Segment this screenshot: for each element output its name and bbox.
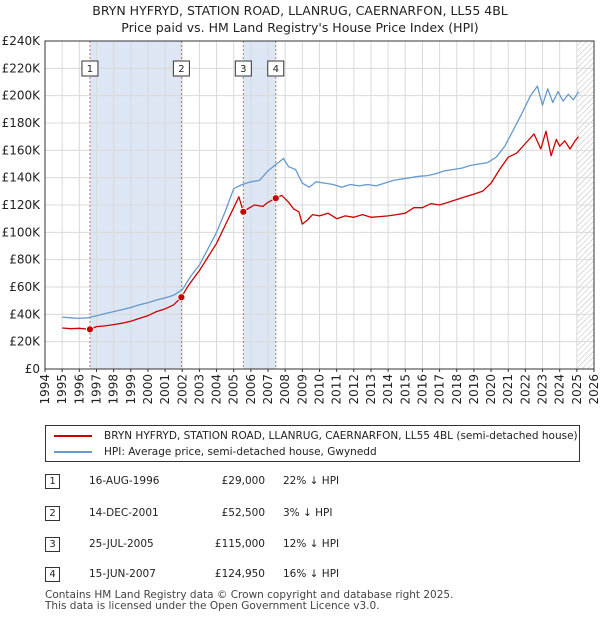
x-tick-label: 1994 <box>38 374 52 405</box>
x-tick-label: 2024 <box>553 374 567 405</box>
sale-hpi-diff: 22% ↓ HPI <box>283 475 340 487</box>
x-tick-label: 2006 <box>244 374 258 405</box>
x-tick-label: 2005 <box>227 374 241 405</box>
sale-price: £124,950 <box>214 568 265 580</box>
sale-marker-box <box>81 60 99 77</box>
x-tick-label: 2019 <box>467 374 481 405</box>
sale-price: £52,500 <box>221 507 265 519</box>
sale-marker-label: 2 <box>178 64 184 75</box>
x-tick-label: 1995 <box>55 374 69 405</box>
y-tick-label: £240K <box>2 34 42 48</box>
sale-marker-label: 4 <box>273 64 279 75</box>
x-tick-label: 2010 <box>313 374 327 405</box>
x-tick-label: 2023 <box>536 374 550 405</box>
sale-marker-box <box>172 60 190 77</box>
sale-hpi-diff: 12% ↓ HPI <box>283 538 340 550</box>
sale-marker-label: 1 <box>87 64 93 75</box>
y-tick-label: £100K <box>2 225 42 239</box>
x-tick-label: 1997 <box>89 374 103 405</box>
sale-date: 25-JUL-2005 <box>89 538 154 550</box>
sale-row: 4 15-JUN-2007 £124,950 16% ↓ HPI <box>45 567 585 587</box>
x-tick-label: 2021 <box>501 374 515 405</box>
x-tick-label: 2000 <box>141 374 155 405</box>
legend-hpi-swatch <box>54 451 92 453</box>
sale-point <box>86 325 94 334</box>
legend-property-swatch <box>54 435 92 437</box>
sale-point <box>239 207 248 216</box>
x-tick-label: 2026 <box>587 374 600 405</box>
x-tick-label: 2015 <box>398 374 412 405</box>
sale-price: £29,000 <box>221 475 265 487</box>
sale-hpi-diff: 16% ↓ HPI <box>283 568 340 580</box>
y-tick-label: £220K <box>2 61 42 75</box>
y-tick-label: £180K <box>2 116 42 130</box>
chart-title: BRYN HYFRYD, STATION ROAD, LLANRUG, CAER… <box>92 3 508 18</box>
sale-number-badge: 4 <box>45 567 60 582</box>
x-tick-label: 2022 <box>518 374 532 405</box>
y-tick-label: £120K <box>2 198 42 212</box>
sale-hpi-diff: 3% ↓ HPI <box>283 507 333 519</box>
legend-item-hpi: HPI: Average price, semi-detached house,… <box>54 446 377 460</box>
sale-number-badge: 1 <box>45 474 60 489</box>
x-tick-label: 2001 <box>158 374 172 405</box>
x-tick-label: 1998 <box>107 374 121 405</box>
x-tick-label: 1999 <box>124 374 138 405</box>
footer-license: This data is licensed under the Open Gov… <box>45 600 380 612</box>
sale-date: 16-AUG-1996 <box>89 475 160 487</box>
y-tick-label: £80K <box>9 253 41 267</box>
x-tick-label: 2009 <box>295 374 309 405</box>
sale-row: 2 14-DEC-2001 £52,500 3% ↓ HPI <box>45 506 585 526</box>
legend-property-label: BRYN HYFRYD, STATION ROAD, LLANRUG, CAER… <box>104 430 578 442</box>
y-tick-label: £40K <box>9 307 41 321</box>
x-tick-label: 2017 <box>433 374 447 405</box>
y-tick-label: £60K <box>9 280 41 294</box>
y-tick-label: £200K <box>2 89 42 103</box>
sale-date: 14-DEC-2001 <box>89 507 159 519</box>
x-tick-label: 2011 <box>330 374 344 405</box>
sale-price: £115,000 <box>214 538 265 550</box>
chart-subtitle: Price paid vs. HM Land Registry's House … <box>121 20 479 35</box>
x-tick-label: 2002 <box>175 374 189 405</box>
price-chart: 1 2 3 4 £0 £20K £40K £60K £80K £100K £120K £140K £1… <box>2 34 600 405</box>
hpi-line <box>62 85 580 320</box>
x-tick-label: 1996 <box>72 374 86 405</box>
y-tick-label: £140K <box>2 171 42 185</box>
property-price-line <box>62 130 580 331</box>
x-tick-label: 2020 <box>484 374 498 405</box>
sale-number-badge: 2 <box>45 506 60 521</box>
sale-marker-box <box>267 60 285 77</box>
sale-marker-box <box>234 60 252 77</box>
x-tick-label: 2004 <box>210 374 224 405</box>
x-tick-label: 2013 <box>364 374 378 405</box>
x-tick-label: 2008 <box>278 374 292 405</box>
sale-date: 15-JUN-2007 <box>89 568 156 580</box>
legend-item-property: BRYN HYFRYD, STATION ROAD, LLANRUG, CAER… <box>54 430 578 444</box>
x-tick-label: 2003 <box>192 374 206 405</box>
x-tick-label: 2007 <box>261 374 275 405</box>
sale-marker-label: 3 <box>240 64 246 75</box>
x-tick-label: 2012 <box>347 374 361 405</box>
x-tick-label: 2014 <box>381 374 395 405</box>
sale-row: 1 16-AUG-1996 £29,000 22% ↓ HPI <box>45 474 585 494</box>
sale-point <box>177 293 186 302</box>
sale-point <box>271 194 280 203</box>
footer-copyright: Contains HM Land Registry data © Crown c… <box>45 589 454 601</box>
sale-row: 3 25-JUL-2005 £115,000 12% ↓ HPI <box>45 537 585 557</box>
legend-hpi-label: HPI: Average price, semi-detached house,… <box>104 446 377 458</box>
x-tick-label: 2016 <box>415 374 429 405</box>
y-tick-label: £0 <box>25 362 40 376</box>
footer-notice: Contains HM Land Registry data © Crown c… <box>45 590 453 612</box>
y-tick-label: £20K <box>9 335 41 349</box>
legend: BRYN HYFRYD, STATION ROAD, LLANRUG, CAER… <box>45 425 580 462</box>
chart-title-block: BRYN HYFRYD, STATION ROAD, LLANRUG, CAER… <box>0 2 600 36</box>
sale-number-badge: 3 <box>45 537 60 552</box>
x-tick-label: 2025 <box>570 374 584 405</box>
x-tick-label: 2018 <box>450 374 464 405</box>
y-tick-label: £160K <box>2 143 42 157</box>
